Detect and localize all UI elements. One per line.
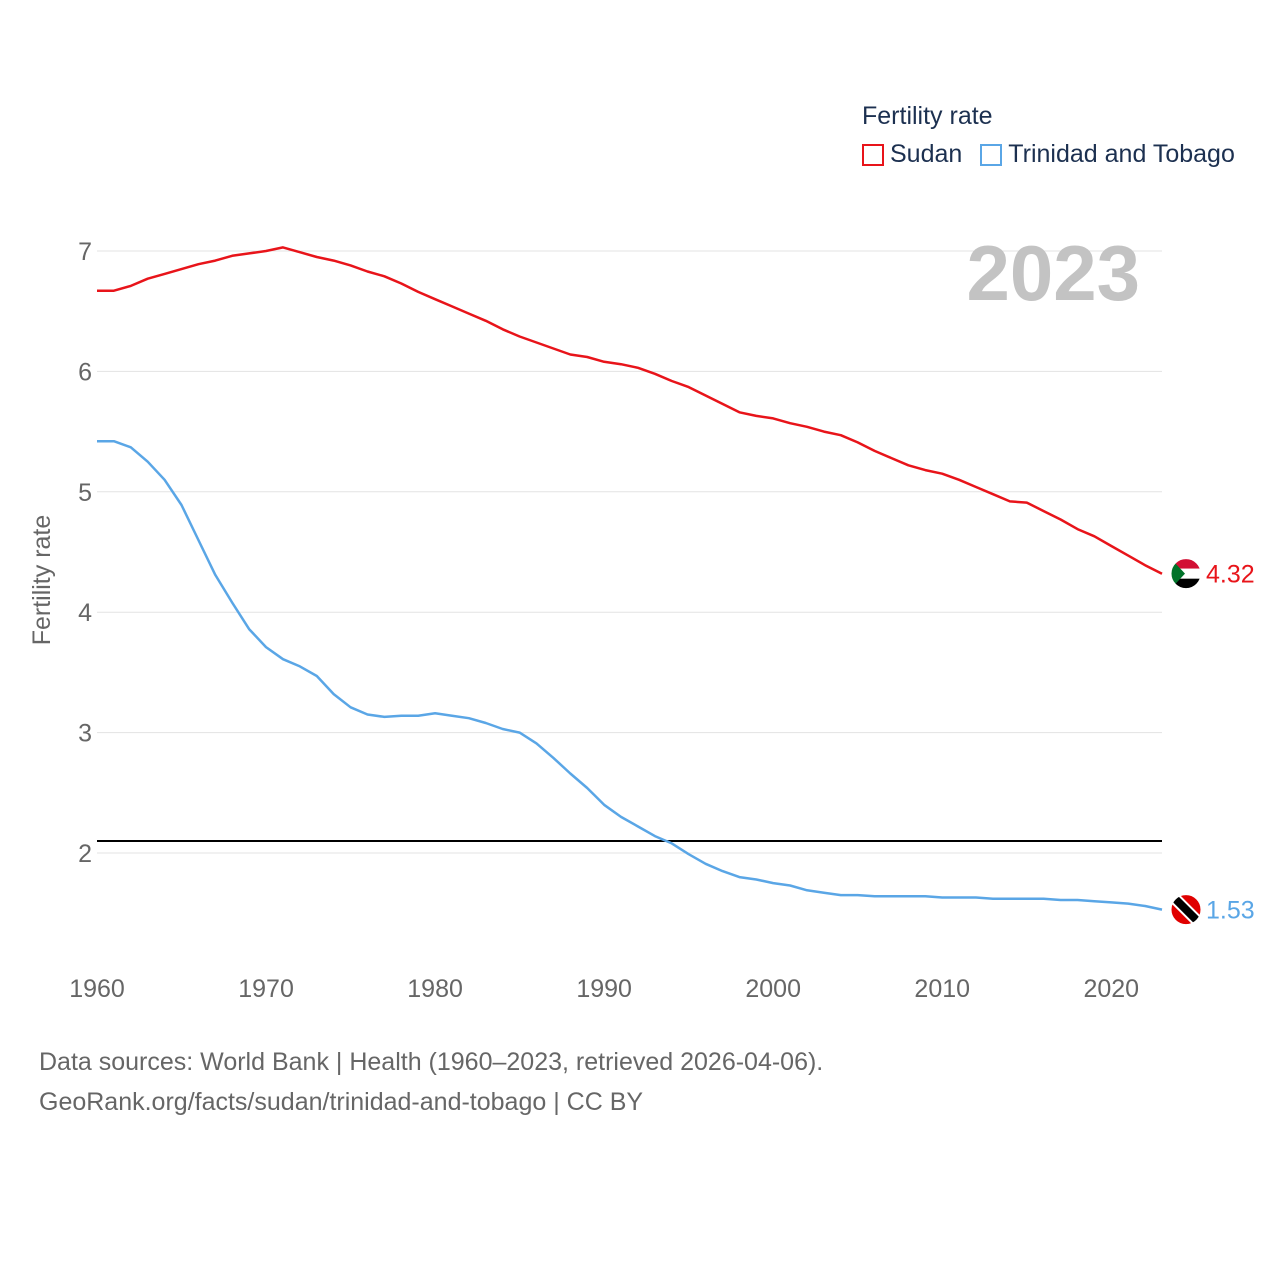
y-tick-label-5: 5	[78, 479, 92, 507]
x-axis-tick-labels: 1960 1970 1980 1990 2000 2010 2020	[69, 975, 1139, 1003]
series-line-trinidad-and-tobago	[97, 439, 1163, 911]
x-tick-label-2010: 2010	[914, 975, 970, 1003]
y-tick-label-2: 2	[78, 840, 92, 868]
legend-item-sudan[interactable]: Sudan	[862, 140, 962, 169]
y-tick-label-3: 3	[78, 720, 92, 748]
y-tick-label-6: 6	[78, 358, 92, 386]
series-line-sudan	[97, 246, 1163, 575]
legend-swatch-trinidad-and-tobago	[980, 143, 1003, 166]
y-tick-label-7: 7	[78, 238, 92, 266]
flag-trinidad-and-tobago-icon	[1170, 894, 1202, 926]
x-tick-label-1990: 1990	[576, 975, 632, 1003]
flag-sudan-icon	[1170, 558, 1202, 590]
series-lines	[97, 246, 1163, 911]
legend-label-sudan: Sudan	[890, 140, 963, 168]
grid-lines	[97, 250, 1162, 854]
legend-label-trinidad-and-tobago: Trinidad and Tobago	[1008, 140, 1235, 168]
source-url-line[interactable]: GeoRank.org/facts/sudan/trinidad-and-tob…	[39, 1088, 644, 1116]
y-axis-label: Fertility rate	[28, 515, 56, 646]
y-axis-tick-labels: 2 3 4 5 6 7	[78, 238, 92, 868]
data-sources-line: Data sources: World Bank | Health (1960–…	[39, 1048, 824, 1076]
legend: Fertility rate Sudan Trinidad and Tobago	[862, 100, 1253, 169]
x-tick-label-2000: 2000	[745, 975, 801, 1003]
x-tick-label-1980: 1980	[407, 975, 463, 1003]
year-watermark: 2023	[966, 229, 1140, 317]
x-tick-label-1960: 1960	[69, 975, 125, 1003]
end-value-label-trinidad-and-tobago: 1.53	[1206, 897, 1255, 925]
y-tick-label-4: 4	[78, 599, 92, 627]
x-tick-label-2020: 2020	[1083, 975, 1139, 1003]
end-value-label-sudan: 4.32	[1206, 561, 1255, 589]
x-tick-label-1970: 1970	[238, 975, 294, 1003]
footer: Data sources: World Bank | Health (1960–…	[39, 1042, 823, 1122]
legend-title: Fertility rate	[862, 102, 993, 130]
series-end-markers: 4.32 1.53	[1170, 558, 1255, 926]
legend-item-trinidad-and-tobago[interactable]: Trinidad and Tobago	[980, 140, 1235, 169]
legend-swatch-sudan	[862, 143, 884, 166]
